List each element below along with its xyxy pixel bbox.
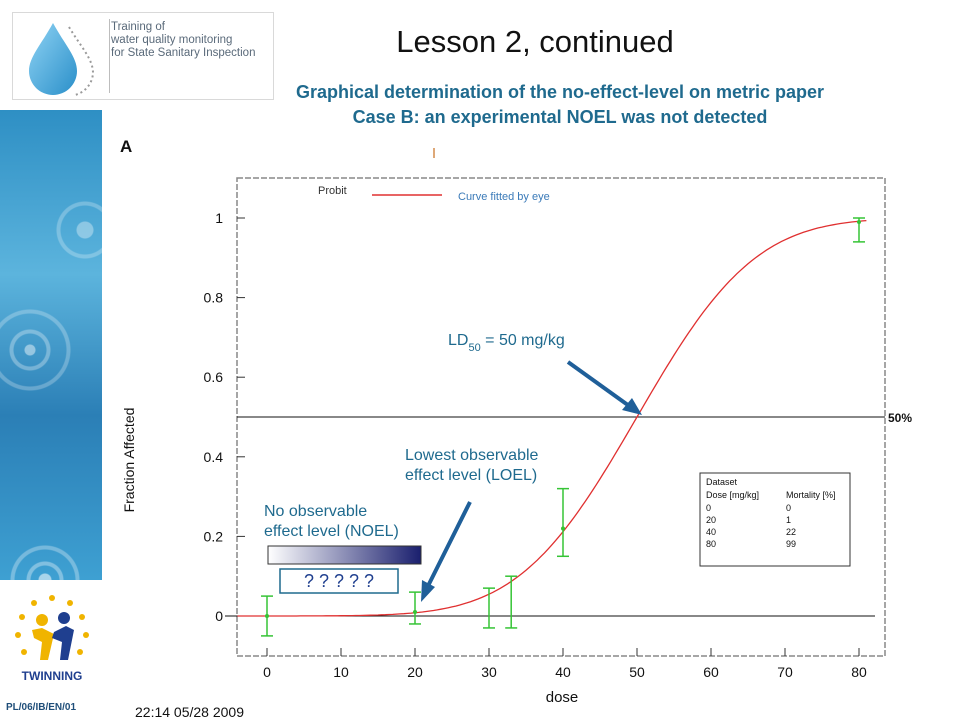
y-tick-label: 0.8 (204, 290, 224, 306)
dataset-table-title: Dataset (706, 477, 738, 487)
data-point (857, 219, 861, 224)
x-tick-label: 50 (629, 664, 645, 680)
twinning-label: TWINNING (22, 669, 83, 683)
water-decoration-panel (0, 110, 102, 580)
page-title: Lesson 2, continued (396, 24, 674, 59)
dataset-table-header-dose: Dose [mg/kg] (706, 490, 759, 500)
dataset-table-cell: 0 (786, 503, 791, 513)
dataset-table-frame (699, 472, 851, 567)
data-point (561, 526, 565, 531)
loel-arrow (426, 501, 472, 587)
dataset-table-cell: 22 (786, 527, 796, 537)
x-axis-label: dose (546, 689, 579, 706)
program-logo: Training of water quality monitoring for… (12, 12, 274, 100)
logo-text-line: water quality monitoring (111, 34, 233, 46)
ld50-label-subscript: 50 (468, 342, 480, 354)
error-bars (261, 217, 865, 637)
logo-divider (109, 19, 110, 93)
x-tick-label: 80 (851, 664, 867, 680)
ld50-label-suffix: = 50 mg/kg (481, 332, 565, 349)
dataset-table-cell: 99 (786, 539, 796, 549)
subtitle-line-1: Graphical determination of the no-effect… (295, 82, 825, 102)
twinning-logo: TWINNING (15, 595, 89, 683)
dataset-table-cell: 1 (786, 515, 791, 525)
water-drop-icon (29, 23, 95, 96)
y-tick-label: 0.4 (204, 449, 224, 465)
x-axis-ticks: 0 10 20 30 40 50 60 70 80 (263, 648, 867, 680)
question-marks: ? ? ? ? ? (304, 571, 374, 591)
noel-label-line-2: effect level (NOEL) (264, 523, 399, 540)
curve-label: Curve fitted by eye (458, 191, 550, 203)
dataset-table-cell: 0 (706, 503, 711, 513)
dataset-table-cell: 80 (706, 539, 716, 549)
dataset-table-cell: 20 (706, 515, 716, 525)
footer-code: PL/06/IB/EN/01 (6, 702, 77, 713)
dataset-table-header-mortality: Mortality [%] (786, 490, 836, 500)
ld50-arrow (566, 360, 634, 410)
x-tick-label: 70 (777, 664, 793, 680)
data-point (413, 610, 417, 615)
eu-stars-icon (15, 595, 89, 655)
x-tick-label: 30 (481, 664, 497, 680)
fitted-curve (237, 219, 867, 617)
y-tick-label: 1 (215, 210, 223, 226)
y-axis-label: Fraction Affected (121, 408, 137, 513)
question-marks-box (279, 568, 399, 594)
panel-label: A (120, 140, 132, 156)
ld50-arrowhead (622, 398, 642, 415)
x-tick-label: 40 (555, 664, 571, 680)
x-tick-label: 20 (407, 664, 423, 680)
logo-text-line: Training of (111, 21, 165, 33)
subtitle: Graphical determination of the no-effect… (160, 80, 960, 130)
y-tick-label: 0.2 (204, 528, 224, 544)
y-tick-label: 0.6 (204, 369, 224, 385)
ld50-label-prefix: LD (448, 332, 468, 349)
y-tick-label: 0 (215, 608, 223, 624)
dataset-table: Dataset Dose [mg/kg] Mortality [%] 0 0 2… (699, 472, 851, 567)
logo-text-line: for State Sanitary Inspection (111, 47, 256, 59)
noel-range-bar (267, 545, 422, 565)
data-point (265, 614, 269, 618)
dataset-table-cell: 40 (706, 527, 716, 537)
legend-partial-label: Probit (318, 185, 347, 197)
logo-text: Training of water quality monitoring for… (111, 21, 261, 60)
x-tick-label: 60 (703, 664, 719, 680)
chart-timestamp: 22:14 05/28 2009 (135, 704, 244, 720)
loel-label-line-2: effect level (LOEL) (405, 467, 537, 484)
x-tick-label: 0 (263, 664, 271, 680)
subtitle-line-2: Case B: an experimental NOEL was not det… (352, 107, 768, 127)
loel-label-line-1: Lowest observable (405, 447, 539, 464)
two-figures-icon (32, 612, 74, 660)
loel-arrowhead (421, 580, 435, 602)
ld50-label: LD50 = 50 mg/kg (448, 332, 565, 354)
x-tick-label: 10 (333, 664, 349, 680)
dose-response-chart: A Probit Curve fitted by eye 00.20.40.60… (120, 140, 912, 720)
y-axis-ticks: 0 0.2 0.4 0.6 0.8 1 (204, 210, 245, 624)
fifty-percent-label: 50% (888, 411, 912, 425)
noel-label-line-1: No observable (264, 503, 367, 520)
